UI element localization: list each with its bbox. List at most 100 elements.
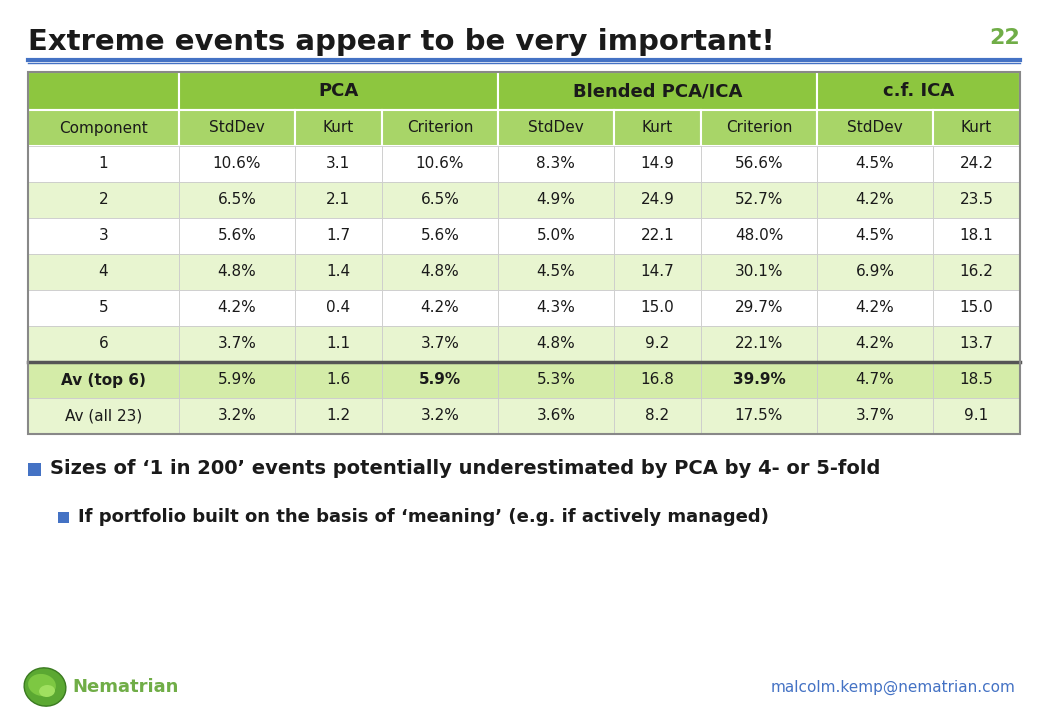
Bar <box>295 146 382 182</box>
Text: Av (all 23): Av (all 23) <box>64 408 142 423</box>
Bar <box>701 398 817 434</box>
Text: 5.9%: 5.9% <box>419 372 461 387</box>
Text: 14.7: 14.7 <box>641 264 674 279</box>
Text: 4.7%: 4.7% <box>856 372 894 387</box>
Text: 6.5%: 6.5% <box>420 192 460 207</box>
Bar <box>701 290 817 326</box>
Text: 4.9%: 4.9% <box>537 192 575 207</box>
Bar <box>28 72 179 110</box>
Text: 16.8: 16.8 <box>641 372 674 387</box>
Text: 22: 22 <box>989 28 1020 48</box>
Text: PCA: PCA <box>318 82 359 100</box>
Text: 1: 1 <box>99 156 108 171</box>
Bar <box>701 218 817 254</box>
Text: 14.9: 14.9 <box>641 156 674 171</box>
Ellipse shape <box>28 674 56 696</box>
Bar <box>933 254 1020 290</box>
Bar <box>498 362 614 398</box>
Bar <box>28 110 179 146</box>
Bar <box>295 326 382 362</box>
Text: 18.1: 18.1 <box>960 228 993 243</box>
Bar <box>295 218 382 254</box>
Bar <box>382 326 498 362</box>
Bar <box>614 146 701 182</box>
Bar <box>498 326 614 362</box>
Text: 13.7: 13.7 <box>960 336 993 351</box>
Text: 22.1%: 22.1% <box>734 336 783 351</box>
Text: 1.4: 1.4 <box>327 264 350 279</box>
Text: 3: 3 <box>99 228 108 243</box>
Text: 9.1: 9.1 <box>964 408 989 423</box>
Text: 56.6%: 56.6% <box>734 156 783 171</box>
Bar <box>28 254 179 290</box>
Text: 0.4: 0.4 <box>327 300 350 315</box>
Text: 2.1: 2.1 <box>327 192 350 207</box>
Text: 4.8%: 4.8% <box>420 264 460 279</box>
Text: 24.2: 24.2 <box>960 156 993 171</box>
Text: Extreme events appear to be very important!: Extreme events appear to be very importa… <box>28 28 775 56</box>
Bar <box>382 254 498 290</box>
Bar <box>498 254 614 290</box>
Bar <box>28 462 41 475</box>
Bar <box>28 146 179 182</box>
Bar <box>817 146 933 182</box>
Text: Blended PCA/ICA: Blended PCA/ICA <box>573 82 743 100</box>
Text: 3.6%: 3.6% <box>537 408 575 423</box>
Bar <box>701 146 817 182</box>
Text: 1.2: 1.2 <box>327 408 350 423</box>
Bar <box>614 362 701 398</box>
Bar <box>817 290 933 326</box>
Text: 29.7%: 29.7% <box>734 300 783 315</box>
Bar <box>179 326 295 362</box>
Bar <box>28 218 179 254</box>
Text: 24.9: 24.9 <box>641 192 674 207</box>
Text: 4.2%: 4.2% <box>856 336 894 351</box>
Text: c.f. ICA: c.f. ICA <box>883 82 954 100</box>
Text: 4.2%: 4.2% <box>856 300 894 315</box>
Bar <box>58 511 69 523</box>
Bar <box>817 398 933 434</box>
Ellipse shape <box>24 668 66 706</box>
Text: Kurt: Kurt <box>961 120 992 135</box>
Bar <box>701 110 817 146</box>
Text: Kurt: Kurt <box>322 120 354 135</box>
Bar <box>28 398 179 434</box>
Text: 4.5%: 4.5% <box>856 228 894 243</box>
Text: Component: Component <box>59 120 148 135</box>
Text: StdDev: StdDev <box>528 120 583 135</box>
Bar <box>701 362 817 398</box>
Bar <box>28 362 179 398</box>
Bar <box>295 398 382 434</box>
Text: 39.9%: 39.9% <box>732 372 785 387</box>
Text: Av (top 6): Av (top 6) <box>61 372 146 387</box>
Text: Criterion: Criterion <box>726 120 792 135</box>
Text: 5: 5 <box>99 300 108 315</box>
Text: 3.7%: 3.7% <box>217 336 256 351</box>
Text: 6.5%: 6.5% <box>217 192 256 207</box>
Text: 3.2%: 3.2% <box>217 408 256 423</box>
Text: 1.7: 1.7 <box>327 228 350 243</box>
Bar <box>614 110 701 146</box>
Bar <box>498 218 614 254</box>
Bar <box>179 254 295 290</box>
Bar <box>817 110 933 146</box>
Text: 4.2%: 4.2% <box>217 300 256 315</box>
Bar <box>382 290 498 326</box>
Text: If portfolio built on the basis of ‘meaning’ (e.g. if actively managed): If portfolio built on the basis of ‘mean… <box>78 508 769 526</box>
Bar <box>498 72 817 110</box>
Text: StdDev: StdDev <box>209 120 265 135</box>
Bar <box>382 110 498 146</box>
Bar <box>498 290 614 326</box>
Bar <box>933 146 1020 182</box>
Bar <box>179 72 498 110</box>
Bar <box>179 362 295 398</box>
Bar <box>295 290 382 326</box>
Text: 15.0: 15.0 <box>641 300 674 315</box>
Bar <box>817 182 933 218</box>
Text: StdDev: StdDev <box>848 120 903 135</box>
Text: 10.6%: 10.6% <box>212 156 261 171</box>
Bar <box>614 326 701 362</box>
Bar <box>382 398 498 434</box>
Text: 6: 6 <box>99 336 108 351</box>
Text: 6.9%: 6.9% <box>856 264 894 279</box>
